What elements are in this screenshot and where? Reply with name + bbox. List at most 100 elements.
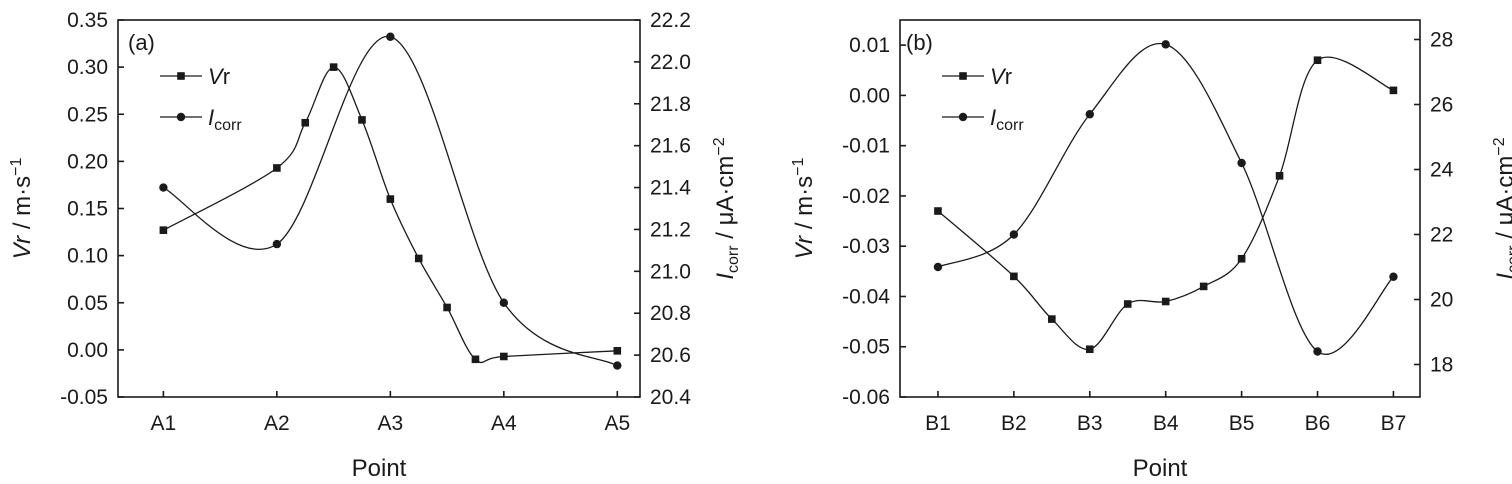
left-tick-label: -0.06 <box>842 386 890 409</box>
legend-label-symbol: V <box>990 64 1007 89</box>
right-tick-label: 26 <box>1430 94 1453 117</box>
series-icorr <box>933 40 1398 356</box>
left-y-axis-title-unit: / m·s <box>9 176 36 236</box>
x-tick-label: A3 <box>378 412 404 435</box>
right-y-axis-title-unit: / μA·cm <box>712 156 739 246</box>
series-vr <box>934 56 1398 354</box>
legend-label: Icorr <box>208 105 242 134</box>
right-y-axis-title-superscript: −2 <box>1491 137 1508 155</box>
x-tick-label: A2 <box>264 412 290 435</box>
data-point-vr <box>934 207 942 215</box>
legend-label-symbol: I <box>208 105 214 130</box>
data-point-vr <box>1010 272 1018 281</box>
legend-marker <box>177 72 185 80</box>
right-y-axis-title: Icorr / μA·cm−2 <box>711 137 742 279</box>
legend-label: Vr <box>208 64 230 89</box>
data-point-vr <box>159 226 168 234</box>
data-point-vr <box>386 195 395 203</box>
left-tick-label: 0.05 <box>67 292 108 315</box>
data-point-icorr <box>613 361 622 370</box>
data-point-icorr <box>933 262 943 272</box>
left-tick-label: -0.05 <box>60 386 108 409</box>
legend-label: Vr <box>990 64 1012 89</box>
data-point-icorr <box>499 298 509 307</box>
right-y-axis-title-subscript: corr <box>1505 245 1512 273</box>
series-line-icorr <box>937 42 1394 355</box>
right-tick-label: 20.6 <box>650 344 691 367</box>
data-point-vr <box>358 116 366 124</box>
data-point-vr <box>273 164 281 172</box>
data-point-vr <box>1161 297 1170 306</box>
left-tick-label: -0.02 <box>842 185 890 208</box>
x-axis-title: Point <box>1133 455 1188 482</box>
left-tick-label: 0.00 <box>849 84 890 107</box>
right-tick-label: 20 <box>1430 289 1453 312</box>
right-y-axis-title-unit: / μA·cm <box>1492 156 1512 246</box>
data-point-icorr <box>1389 272 1398 281</box>
left-tick-label: -0.04 <box>842 285 890 308</box>
data-point-vr <box>1123 300 1132 308</box>
right-tick-label: 21.2 <box>650 218 691 241</box>
data-point-vr <box>329 63 338 71</box>
left-tick-label: -0.01 <box>842 135 890 158</box>
legend-label-symbol: V <box>208 64 225 89</box>
data-point-icorr <box>1085 110 1094 119</box>
left-tick-label: 0.10 <box>67 245 108 268</box>
right-tick-label: 28 <box>1430 29 1453 52</box>
series-line-vr <box>937 56 1394 350</box>
left-y-axis-title: Vr / m·s−1 <box>790 157 818 259</box>
right-tick-label: 22.0 <box>650 51 691 74</box>
x-tick-label: B2 <box>1001 412 1027 435</box>
left-tick-label: 0.20 <box>67 150 108 173</box>
chart-panel-a: -0.05 0.00 0.05 0.10 0.15 0.20 0.25 0.30 0.35 20.… <box>8 9 742 482</box>
left-y-axis-title-symbol: Vr <box>9 235 36 260</box>
legend-marker <box>959 72 967 80</box>
left-tick-label: -0.03 <box>842 235 890 258</box>
data-point-vr <box>500 352 508 361</box>
legend-label-subscript: corr <box>214 117 242 134</box>
left-y-axis-title: Vr / m·s−1 <box>8 157 36 259</box>
legend-label-rest: r <box>1005 64 1012 89</box>
data-point-vr <box>1313 56 1322 65</box>
left-tick-label: 0.35 <box>67 9 108 32</box>
right-tick-label: 24 <box>1430 159 1454 182</box>
data-point-vr <box>1237 254 1246 263</box>
x-tick-label: B1 <box>925 412 951 435</box>
left-tick-label: 0.15 <box>67 198 108 221</box>
x-tick-label: B5 <box>1229 412 1255 435</box>
legend-label-subscript: corr <box>996 117 1024 134</box>
data-point-vr <box>443 303 451 312</box>
data-point-icorr <box>386 32 395 41</box>
data-point-vr <box>301 118 310 127</box>
x-tick-label: A1 <box>151 412 177 435</box>
data-point-vr <box>414 254 423 263</box>
data-point-vr <box>1389 86 1398 95</box>
left-y-axis-title-superscript: −1 <box>8 157 25 175</box>
legend-marker <box>176 112 186 122</box>
right-tick-label: 22.2 <box>650 9 691 32</box>
data-point-vr <box>1085 345 1094 354</box>
data-point-vr <box>1199 282 1208 291</box>
x-tick-label: A5 <box>604 412 630 435</box>
right-tick-label: 18 <box>1430 354 1453 377</box>
legend-label-rest: r <box>223 64 230 89</box>
series-line-vr <box>163 66 618 364</box>
legend-label-symbol: I <box>990 105 996 130</box>
data-point-vr <box>1275 172 1284 180</box>
right-tick-label: 20.4 <box>650 386 691 409</box>
data-point-icorr <box>272 239 282 249</box>
x-tick-label: B7 <box>1381 412 1407 435</box>
panel-label: (b) <box>906 30 933 55</box>
left-y-axis-title-superscript: −1 <box>790 157 807 175</box>
series-vr <box>159 63 622 364</box>
plot-frame <box>899 19 1421 398</box>
left-tick-label: 0.30 <box>67 56 108 79</box>
x-tick-label: B6 <box>1305 412 1331 435</box>
right-y-axis-title-symbol: I <box>1492 273 1512 280</box>
x-axis-title: Point <box>352 455 407 482</box>
left-tick-label: 0.01 <box>849 34 890 57</box>
right-tick-label: 21.6 <box>650 135 691 158</box>
